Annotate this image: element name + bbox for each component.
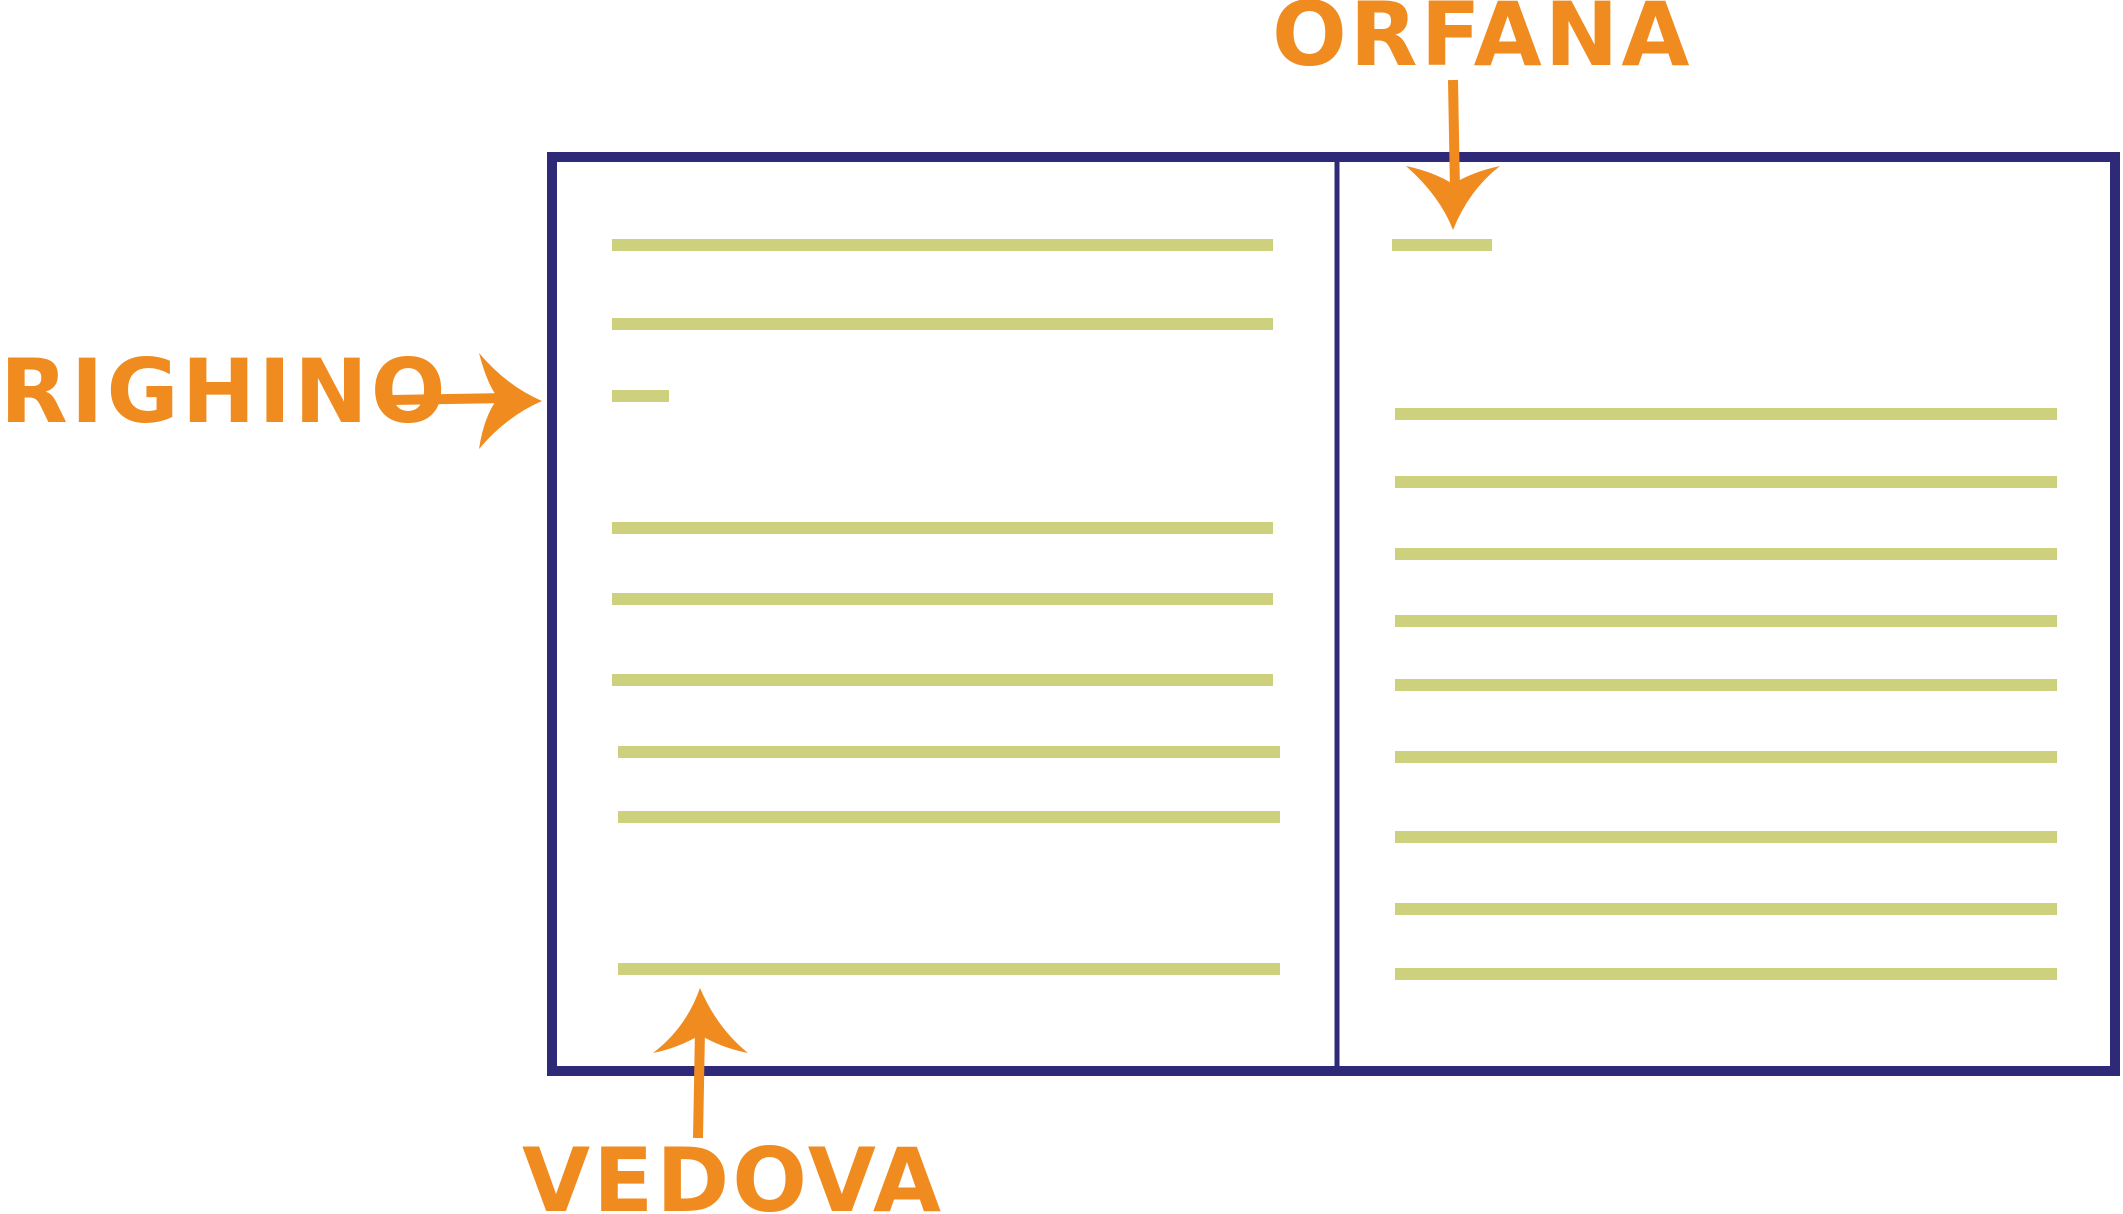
orfana-arrow-icon (1406, 79, 1500, 230)
page-spread-frame (547, 152, 2120, 1076)
righino-label: RIGHINO (0, 340, 449, 443)
orfana-label: ORFANA (1272, 0, 1692, 86)
right-page-lines (1392, 239, 2057, 980)
righino-arrow-icon (390, 353, 542, 449)
vedova-label: VEDOVA (522, 1129, 944, 1214)
vedova-arrow-icon (653, 988, 748, 1139)
left-page-lines (612, 239, 1280, 975)
